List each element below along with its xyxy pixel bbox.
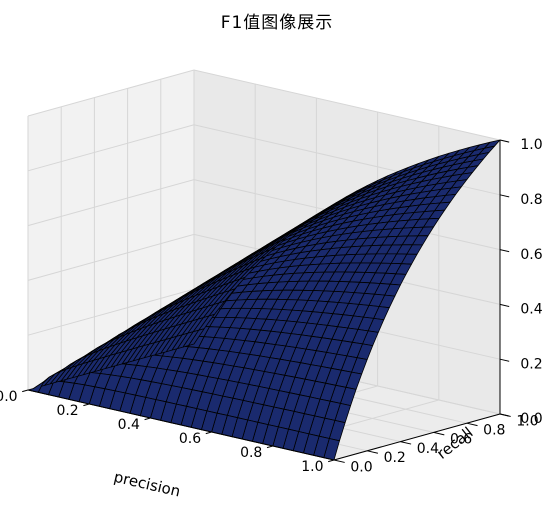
- z-tick: [499, 249, 510, 253]
- y-tick: [433, 431, 445, 436]
- z-tick-label: 0.0: [520, 411, 542, 427]
- x-tick-label: 0.2: [56, 403, 78, 419]
- x-tick: [83, 403, 90, 407]
- z-tick: [499, 358, 510, 362]
- y-tick: [466, 422, 478, 427]
- z-tick: [499, 139, 510, 143]
- x-tick: [266, 445, 273, 449]
- back-pane: [28, 70, 194, 390]
- x-tick-label: 1.0: [301, 459, 323, 475]
- y-tick-label: 0.2: [384, 450, 406, 466]
- tick-labels: 0.00.20.40.60.81.00.00.20.40.60.81.00.00…: [0, 137, 543, 475]
- z-tick: [499, 194, 510, 198]
- y-tick-label: 0.4: [417, 441, 439, 457]
- y-tick: [400, 441, 412, 445]
- y-tick-label: 0.8: [483, 423, 505, 439]
- x-tick: [22, 389, 29, 393]
- z-tick-label: 0.8: [520, 192, 542, 208]
- x-tick-label: 0.4: [118, 417, 140, 433]
- chart-title: F1值图像展示: [220, 13, 334, 33]
- surface-mesh: [27, 139, 501, 461]
- y-tick: [367, 450, 379, 454]
- y-tick-label: 0.0: [350, 459, 372, 475]
- z-tick: [499, 303, 510, 307]
- x-axis-label: precision: [112, 468, 182, 501]
- y-tick-label: 1.0: [516, 413, 538, 429]
- z-tick: [499, 413, 510, 417]
- y-tick: [333, 459, 345, 463]
- x-axis-line: [27, 389, 335, 461]
- axis-lines: [27, 140, 501, 461]
- x-tick-label: 0.6: [179, 431, 201, 447]
- x-tick: [144, 417, 151, 421]
- z-tick-label: 0.2: [520, 356, 542, 372]
- x-tick-label: 0.8: [240, 445, 262, 461]
- x-tick-label: 0.0: [0, 389, 18, 405]
- y-tick-label: 0.6: [450, 432, 472, 448]
- y-axis-line: [333, 413, 501, 461]
- x-tick: [328, 459, 335, 463]
- x-tick: [205, 431, 212, 435]
- z-tick-label: 1.0: [520, 137, 542, 153]
- z-tick-label: 0.4: [520, 302, 542, 318]
- z-tick-label: 0.6: [520, 247, 542, 263]
